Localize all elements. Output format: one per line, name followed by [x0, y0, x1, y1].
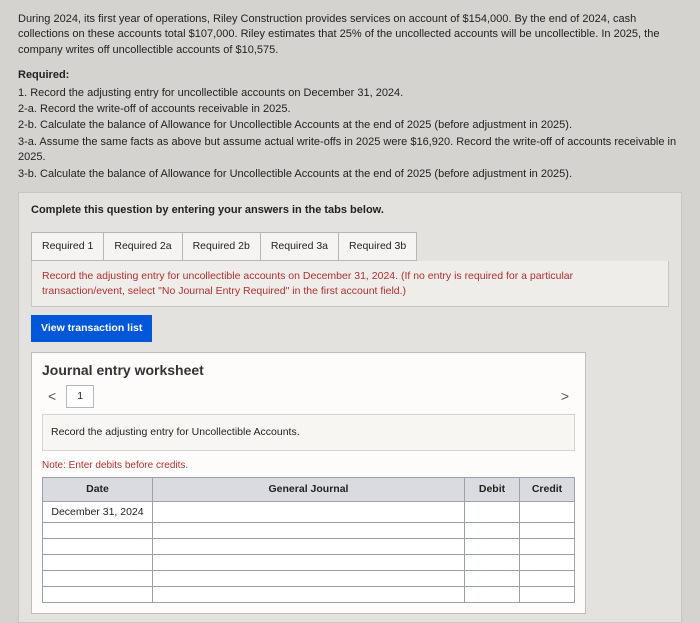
- answer-tabs: Required 1 Required 2a Required 2b Requi…: [31, 232, 669, 261]
- table-row: [43, 587, 575, 603]
- cell-account[interactable]: [153, 587, 465, 603]
- required-label: Required:: [18, 68, 682, 83]
- header-debit: Debit: [465, 477, 520, 501]
- chevron-right-icon[interactable]: >: [555, 385, 575, 409]
- table-row: [43, 539, 575, 555]
- table-row: [43, 555, 575, 571]
- requirement-item: 1. Record the adjusting entry for uncoll…: [18, 86, 682, 101]
- question-panel: Complete this question by entering your …: [18, 192, 682, 623]
- tab-instruction: Record the adjusting entry for uncollect…: [31, 261, 669, 307]
- cell-account[interactable]: [153, 555, 465, 571]
- tab-required-1[interactable]: Required 1: [31, 232, 104, 261]
- header-general-journal: General Journal: [153, 477, 465, 501]
- tab-required-2b[interactable]: Required 2b: [182, 232, 261, 261]
- cell-account[interactable]: [153, 501, 465, 523]
- cell-date[interactable]: [43, 555, 153, 571]
- worksheet-tab-1[interactable]: 1: [66, 385, 94, 408]
- question-intro: During 2024, its first year of operation…: [18, 12, 682, 58]
- worksheet-tab-row: < 1 >: [42, 385, 575, 409]
- tab-required-3a[interactable]: Required 3a: [260, 232, 339, 261]
- cell-credit[interactable]: [520, 523, 575, 539]
- cell-credit[interactable]: [520, 587, 575, 603]
- cell-debit[interactable]: [465, 571, 520, 587]
- header-credit: Credit: [520, 477, 575, 501]
- journal-worksheet-panel: Journal entry worksheet < 1 > Record the…: [31, 352, 586, 614]
- journal-body: December 31, 2024: [43, 501, 575, 603]
- cell-date[interactable]: [43, 523, 153, 539]
- cell-date[interactable]: [43, 587, 153, 603]
- tab-required-3b[interactable]: Required 3b: [338, 232, 417, 261]
- view-transaction-list-button[interactable]: View transaction list: [31, 315, 152, 342]
- requirement-item: 3-a. Assume the same facts as above but …: [18, 135, 682, 166]
- cell-date[interactable]: [43, 571, 153, 587]
- cell-credit[interactable]: [520, 501, 575, 523]
- cell-account[interactable]: [153, 539, 465, 555]
- requirement-item: 2-b. Calculate the balance of Allowance …: [18, 118, 682, 133]
- cell-debit[interactable]: [465, 555, 520, 571]
- cell-date[interactable]: [43, 539, 153, 555]
- worksheet-title: Journal entry worksheet: [42, 361, 575, 381]
- cell-debit[interactable]: [465, 523, 520, 539]
- cell-debit[interactable]: [465, 539, 520, 555]
- requirement-item: 3-b. Calculate the balance of Allowance …: [18, 167, 682, 182]
- cell-account[interactable]: [153, 571, 465, 587]
- table-row: December 31, 2024: [43, 501, 575, 523]
- worksheet-prompt: Record the adjusting entry for Uncollect…: [42, 414, 575, 451]
- table-row: [43, 523, 575, 539]
- journal-entry-table: Date General Journal Debit Credit Decemb…: [42, 477, 575, 603]
- cell-account[interactable]: [153, 523, 465, 539]
- cell-date[interactable]: December 31, 2024: [43, 501, 153, 523]
- cell-debit[interactable]: [465, 587, 520, 603]
- tab-required-2a[interactable]: Required 2a: [103, 232, 182, 261]
- header-date: Date: [43, 477, 153, 501]
- chevron-left-icon[interactable]: <: [42, 385, 62, 409]
- cell-credit[interactable]: [520, 539, 575, 555]
- panel-instruction: Complete this question by entering your …: [31, 203, 669, 218]
- cell-credit[interactable]: [520, 555, 575, 571]
- table-row: [43, 571, 575, 587]
- requirement-item: 2-a. Record the write-off of accounts re…: [18, 102, 682, 117]
- worksheet-note: Note: Enter debits before credits.: [42, 459, 575, 473]
- requirements-list: 1. Record the adjusting entry for uncoll…: [18, 86, 682, 182]
- cell-debit[interactable]: [465, 501, 520, 523]
- cell-credit[interactable]: [520, 571, 575, 587]
